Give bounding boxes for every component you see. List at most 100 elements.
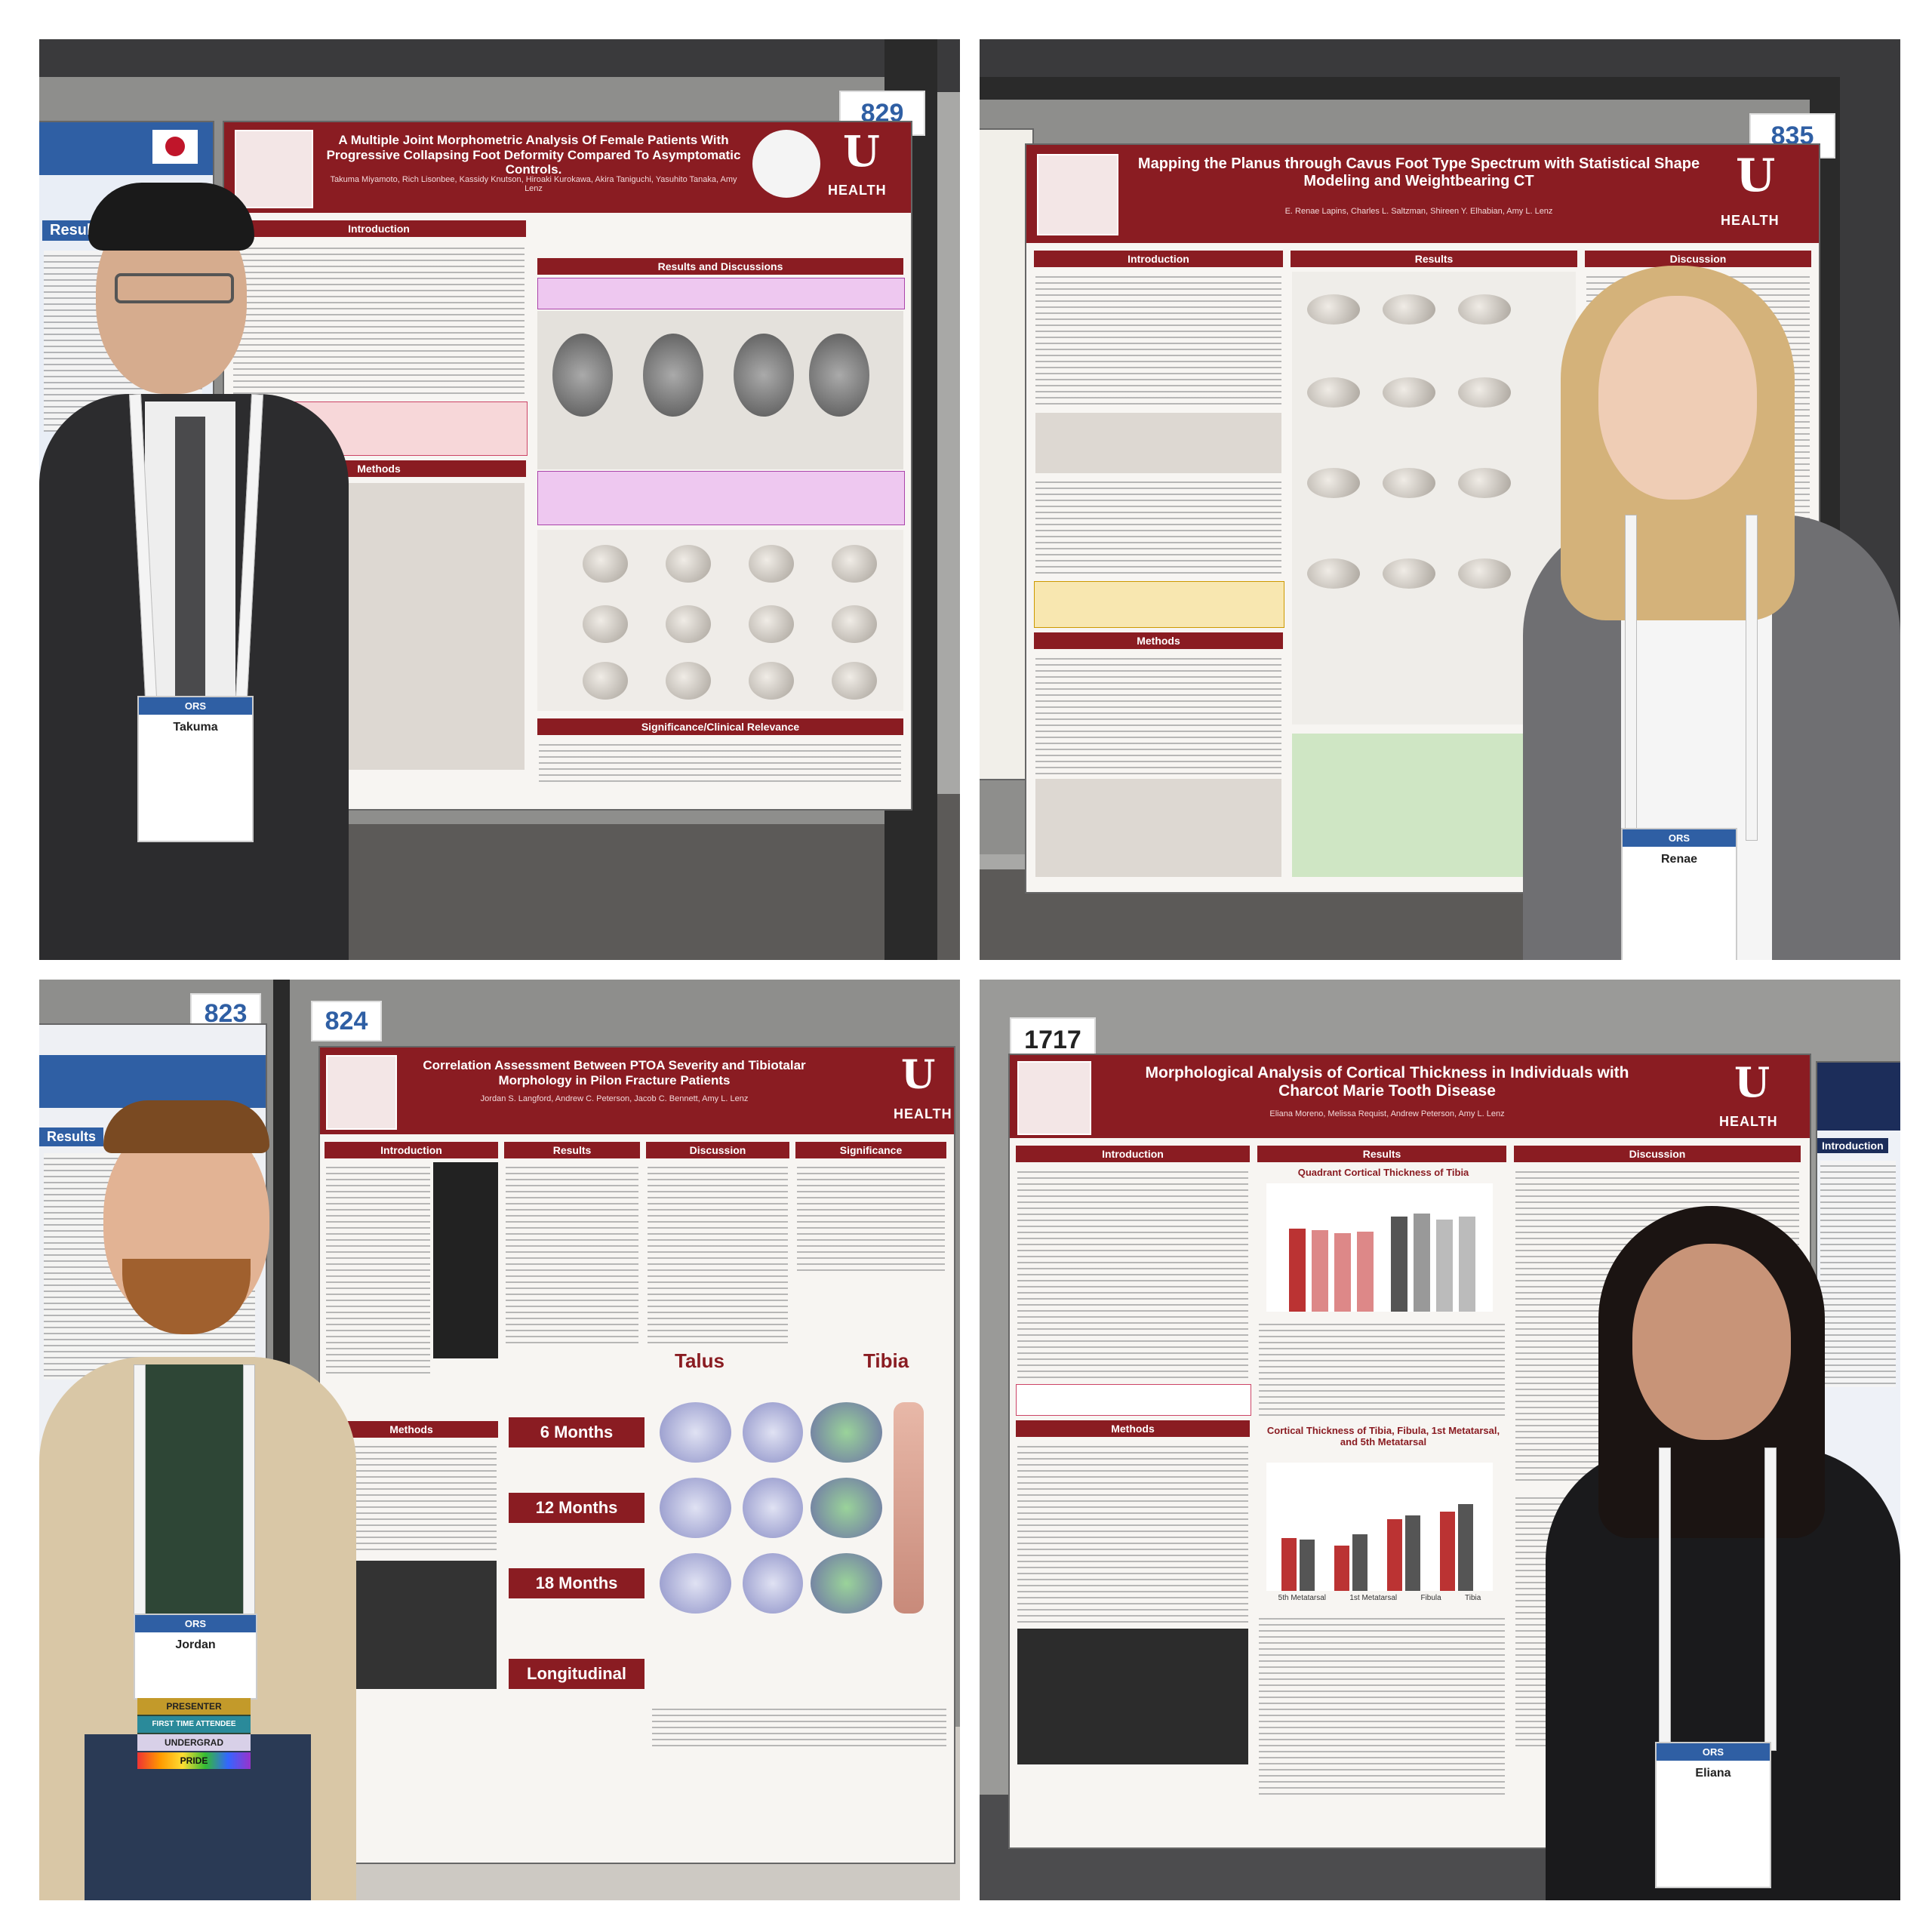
ribbon-presenter: PRESENTER [137,1698,251,1715]
poster-banner: Mapping the Planus through Cavus Foot Ty… [1026,145,1819,243]
section-methods: Methods [325,1421,498,1438]
face [1632,1244,1791,1440]
pipeline-figure [1035,779,1281,877]
lanyard [1625,515,1637,841]
poster-logo [1037,154,1118,235]
ribbon-undergrad: UNDERGRAD [137,1734,251,1751]
photo-panel-bottom-right: 1717 Introduction Morphological Analysis… [980,980,1900,1900]
university-seal [752,130,820,198]
chart-x-labels: 5th Metatarsal 1st Metatarsal Fibula Tib… [1266,1594,1493,1602]
badge-name: Takuma [173,721,218,734]
booth-number: 824 [311,1001,382,1041]
section-results: Results [504,1142,640,1158]
university-logo: U [843,127,880,177]
region-label-talus: Talus [675,1349,724,1372]
research-poster: Correlation Assessment Between PTOA Seve… [320,1048,954,1863]
timepoint-18-months: 18 Months [509,1568,645,1598]
section-introduction: Introduction [232,220,526,237]
poster-title: Mapping the Planus through Cavus Foot Ty… [1137,155,1700,189]
face [1598,296,1757,500]
timepoint-6-months: 6 Months [509,1417,645,1447]
beard [122,1259,251,1334]
photo-panel-top-right: 835 Mapping the Planus through Cavus Foo… [980,39,1900,960]
bone-model-figure [537,311,903,469]
poster-authors: Eliana Moreno, Melissa Requist, Andrew P… [1269,1109,1505,1118]
x-label: 5th Metatarsal [1278,1594,1327,1602]
section-introduction: Introduction [1016,1146,1250,1162]
health-label: HEALTH [894,1106,952,1121]
section-discussion: Discussion [646,1142,789,1158]
section-results: Results [1291,251,1577,267]
poster-banner: A Multiple Joint Morphometric Analysis O… [224,122,911,213]
badge-org: ORS [1657,1743,1770,1761]
x-label: Fibula [1420,1594,1441,1602]
health-label: HEALTH [1721,213,1780,228]
chart-title-quadrant: Quadrant Cortical Thickness of Tibia [1297,1167,1469,1178]
section-discussion: Discussion [1585,251,1811,267]
glasses [115,273,234,303]
university-logo: U [901,1052,936,1098]
poster-title: Correlation Assessment Between PTOA Seve… [423,1058,806,1088]
university-logo: U [1734,1058,1770,1106]
presenter-person: ORS Renae [1515,266,1900,960]
section-introduction: Introduction [325,1142,498,1158]
timepoint-longitudinal: Longitudinal [509,1659,645,1689]
objective-box [1034,581,1284,628]
neighbor-section-introduction: Introduction [1817,1138,1888,1153]
badge-name: Jordan [175,1638,216,1651]
section-results: Results and Discussions [537,258,903,275]
ribbon-pride: PRIDE [137,1752,251,1769]
health-label: HEALTH [828,183,887,198]
section-results: Results [1257,1146,1506,1162]
presenter-person: ORS Jordan PRESENTER FIRST TIME ATTENDEE… [39,1055,356,1900]
presenter-person: ORS Takuma [39,175,356,960]
university-logo: U [1736,149,1776,202]
x-label: 1st Metatarsal [1349,1594,1398,1602]
poster-title: Morphological Analysis of Cortical Thick… [1145,1064,1629,1100]
poster-authors: Takuma Miyamoto, Rich Lisonbee, Kassidy … [330,175,737,193]
cortical-thickness-chart [1266,1463,1493,1591]
photo-panel-top-left: Results 829 A Multiple Joint Morphometri… [39,39,960,960]
hair [103,1100,269,1153]
section-methods: Methods [1034,632,1283,649]
neighbor-poster [980,130,1032,779]
japan-flag [152,130,198,164]
chart-title-cortical: Cortical Thickness of Tibia, Fibula, 1st… [1266,1425,1500,1447]
x-label: Tibia [1465,1594,1481,1602]
poster-authors: E. Renae Lapins, Charles L. Saltzman, Sh… [1284,207,1553,216]
joint-space-figure [537,530,903,711]
poster-banner: Morphological Analysis of Cortical Thick… [1010,1055,1810,1138]
poster-logo [326,1055,397,1130]
name-badge: ORS Renae [1621,828,1737,960]
objective-box [1016,1384,1251,1416]
xray-image [433,1162,498,1358]
badge-org: ORS [135,1615,256,1632]
name-badge: ORS Eliana [1655,1742,1771,1888]
name-badge: ORS Takuma [137,696,254,842]
photo-panel-bottom-left: 823 824 Results Correlation Assessment B… [39,980,960,1900]
health-label: HEALTH [1719,1114,1778,1129]
quadrant-thickness-chart [1266,1183,1493,1312]
hair [88,183,254,251]
section-discussion: Discussion [1514,1146,1801,1162]
badge-org: ORS [1623,829,1736,847]
foot-type-figure [1035,413,1281,473]
name-badge: ORS Jordan [134,1614,257,1700]
neighbor-section-results: Results [39,1128,104,1146]
timepoint-12-months: 12 Months [509,1493,645,1523]
lanyard [134,1364,146,1630]
lanyard [1659,1447,1671,1751]
section-introduction: Introduction [1034,251,1283,267]
ribbon-first-time: FIRST TIME ATTENDEE [137,1716,251,1733]
section-methods: Methods [1016,1420,1250,1437]
poster-authors: Jordan S. Langford, Andrew C. Peterson, … [480,1094,749,1103]
badge-org: ORS [139,697,252,715]
segmentation-figure [1017,1629,1248,1764]
section-significance: Significance/Clinical Relevance [537,718,903,735]
poster-title: A Multiple Joint Morphometric Analysis O… [326,133,741,177]
region-label-tibia: Tibia [863,1349,909,1372]
poster-logo [235,130,313,208]
badge-name: Eliana [1695,1767,1731,1780]
presenter-person: ORS Eliana [1538,1206,1900,1900]
section-significance: Significance [795,1142,946,1158]
